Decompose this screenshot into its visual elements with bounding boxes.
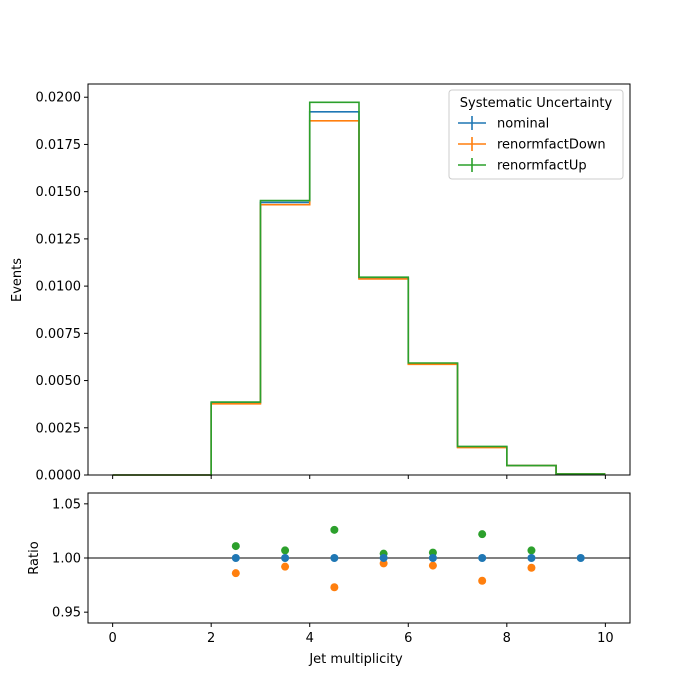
ratio-point-renormfactUp <box>330 525 339 534</box>
legend-title: Systematic Uncertainty <box>460 96 613 111</box>
main-y-tick-label: 0.0000 <box>36 469 82 484</box>
ratio-y-axis-label: Ratio <box>27 541 42 574</box>
legend-entry-nominal: nominal <box>458 116 549 132</box>
x-tick-label: 8 <box>503 631 511 646</box>
ratio-point-renormfactUp <box>478 530 487 539</box>
ratio-point-nominal <box>330 554 339 562</box>
ratio-point-renormfactDown <box>281 562 290 571</box>
main-y-tick-label: 0.0200 <box>36 91 82 106</box>
main-y-tick-label: 0.0150 <box>36 185 82 200</box>
ratio-point-renormfactUp <box>231 542 240 551</box>
main-y-axis-label: Events <box>10 258 25 302</box>
ratio-panel: 0.95 1.00 1.05 0 2 4 6 8 10 Ratio Jet multiplic… <box>27 492 631 667</box>
ratio-point-renormfactDown <box>330 583 339 592</box>
legend-entries: nominal renormfactDown renormfactUp <box>458 116 606 174</box>
ratio-point-nominal <box>281 554 290 562</box>
ratio-series-layer <box>88 525 630 592</box>
ratio-point-renormfactDown <box>478 576 487 585</box>
legend: Systematic Uncertainty nominal renormfact… <box>448 89 624 180</box>
legend-box <box>448 89 624 180</box>
ratio-y-ticks: 0.95 1.00 1.05 <box>52 497 88 621</box>
ratio-point-renormfactDown <box>231 569 240 578</box>
legend-label: renormfactDown <box>497 138 606 153</box>
x-tick-label: 4 <box>306 631 314 646</box>
ratio-point-nominal <box>231 554 240 562</box>
main-y-tick-label: 0.0100 <box>36 280 82 295</box>
ratio-point-nominal <box>428 554 437 562</box>
main-panel: 0.0000 0.0025 0.0050 0.0075 0.0100 0.0125 0.01… <box>10 83 631 484</box>
ratio-y-tick-label: 0.95 <box>52 606 81 621</box>
main-x-ticks <box>112 475 606 479</box>
ratio-plot-frame <box>87 492 631 624</box>
main-y-tick-label: 0.0075 <box>36 327 82 342</box>
ratio-point-renormfactUp <box>527 546 536 555</box>
legend-entry-renormfactUp: renormfactUp <box>458 158 587 174</box>
main-y-tick-label: 0.0025 <box>36 421 82 436</box>
legend-label: renormfactUp <box>497 159 587 174</box>
ratio-point-renormfactDown <box>527 563 536 572</box>
x-tick-label: 6 <box>404 631 412 646</box>
x-tick-label: 10 <box>597 631 614 646</box>
ratio-x-ticks: 0 2 4 6 8 10 <box>108 623 614 646</box>
x-tick-label: 0 <box>108 631 116 646</box>
ratio-y-tick-label: 1.05 <box>52 497 81 512</box>
main-y-tick-label: 0.0050 <box>36 374 82 389</box>
ratio-point-renormfactDown <box>428 561 437 570</box>
x-tick-label: 2 <box>207 631 215 646</box>
main-y-tick-label: 0.0125 <box>36 232 82 247</box>
main-series-layer <box>112 101 606 476</box>
main-y-ticks: 0.0000 0.0025 0.0050 0.0075 0.0100 0.0125 0.01… <box>36 91 88 484</box>
main-plot-frame <box>87 83 631 476</box>
legend-entry-renormfactDown: renormfactDown <box>458 137 606 153</box>
ratio-point-nominal <box>379 554 388 562</box>
main-series-renormfactUp-step <box>112 101 606 476</box>
ratio-point-renormfactUp <box>281 546 290 555</box>
ratio-point-nominal <box>576 554 585 562</box>
main-y-tick-label: 0.0175 <box>36 138 82 153</box>
legend-label: nominal <box>497 117 549 132</box>
ratio-point-nominal <box>527 554 536 562</box>
ratio-y-tick-label: 1.00 <box>52 552 81 567</box>
ratio-point-nominal <box>478 554 487 562</box>
x-axis-label: Jet multiplicity <box>308 652 403 667</box>
